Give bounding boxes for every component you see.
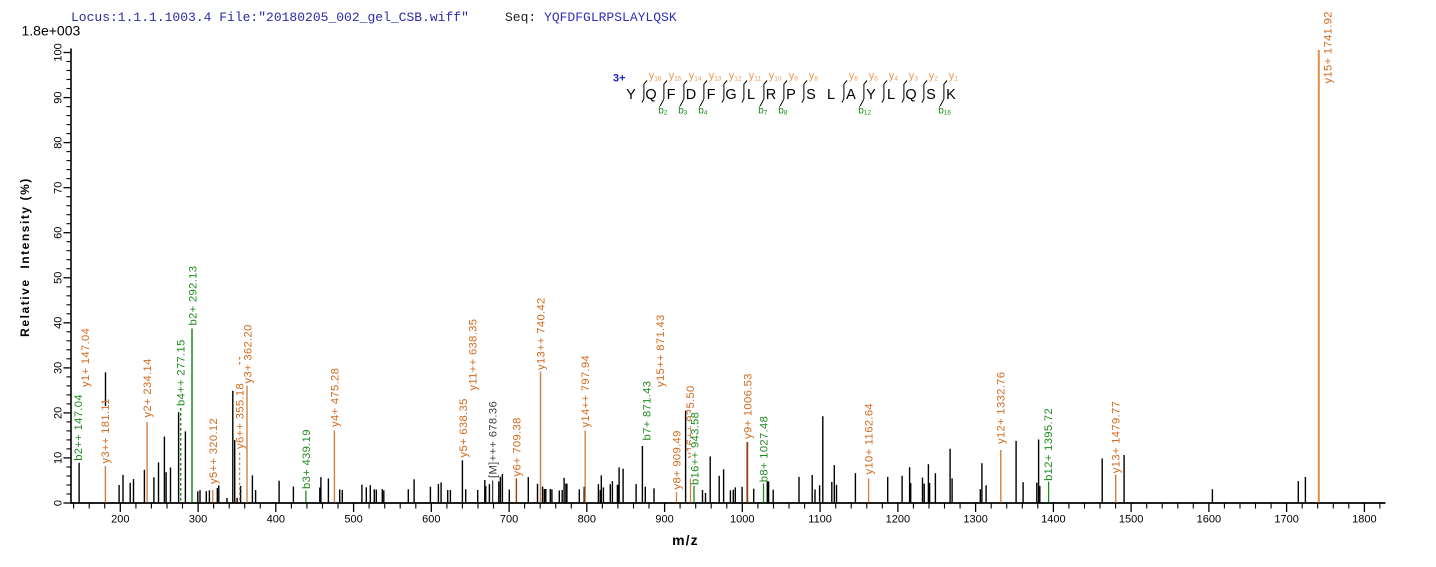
svg-text:D: D [686, 87, 696, 103]
svg-text:y4: y4 [889, 70, 899, 83]
svg-text:P: P [786, 87, 796, 103]
svg-text:1000: 1000 [730, 514, 754, 526]
svg-text:y12+ 1332.76: y12+ 1332.76 [995, 372, 1007, 444]
svg-text:200: 200 [111, 514, 129, 526]
svg-text:L: L [747, 87, 755, 103]
svg-text:y5++ 320.12: y5++ 320.12 [208, 418, 220, 484]
svg-text:300: 300 [189, 514, 207, 526]
svg-text:y8: y8 [809, 70, 819, 83]
svg-text:y9: y9 [789, 70, 799, 83]
svg-text:R: R [766, 87, 776, 103]
svg-text:y3: y3 [909, 70, 919, 83]
svg-text:y2+ 234.14: y2+ 234.14 [142, 358, 154, 417]
svg-text:500: 500 [344, 514, 362, 526]
svg-text:900: 900 [655, 514, 673, 526]
svg-text:1500: 1500 [1119, 514, 1143, 526]
svg-text:S: S [806, 87, 816, 103]
svg-text:y3++ 181.11: y3++ 181.11 [100, 398, 112, 463]
svg-text:y8+ 909.49: y8+ 909.49 [672, 430, 684, 489]
svg-text:y15++ 871.43: y15++ 871.43 [655, 314, 667, 387]
svg-text:1600: 1600 [1197, 514, 1221, 526]
svg-text:y1+ 147.04: y1+ 147.04 [80, 328, 92, 387]
svg-text:b8+ 1027.48: b8+ 1027.48 [759, 416, 771, 482]
svg-text:F: F [667, 87, 676, 103]
svg-text:y15+ 1741.92: y15+ 1741.92 [1322, 11, 1334, 83]
svg-text:b4++ 277.15: b4++ 277.15 [176, 339, 188, 406]
svg-text:b4: b4 [698, 106, 708, 117]
svg-text:[M]+++ 678.36: [M]+++ 678.36 [488, 401, 500, 478]
svg-text:m/z: m/z [672, 532, 699, 548]
svg-text:b2: b2 [658, 106, 668, 117]
svg-text:y3+ 362.20: y3+ 362.20 [243, 324, 255, 383]
svg-text:y6: y6 [849, 70, 859, 83]
svg-text:90: 90 [53, 91, 65, 103]
svg-text:1100: 1100 [808, 514, 832, 526]
svg-text:3+: 3+ [613, 73, 626, 85]
svg-text:800: 800 [578, 514, 596, 526]
svg-text:80: 80 [53, 136, 65, 148]
svg-text:700: 700 [500, 514, 518, 526]
svg-text:1300: 1300 [963, 514, 987, 526]
svg-text:70: 70 [53, 182, 65, 194]
svg-text:1400: 1400 [1041, 514, 1065, 526]
svg-text:b2++ 147.04: b2++ 147.04 [73, 394, 85, 461]
svg-text:b7: b7 [758, 106, 768, 117]
svg-text:S: S [926, 87, 936, 103]
svg-text:y5: y5 [869, 70, 879, 83]
svg-text:1800: 1800 [1352, 514, 1376, 526]
svg-text:10: 10 [53, 452, 65, 464]
svg-text:Relative Intensity (%): Relative Intensity (%) [18, 177, 32, 337]
svg-text:60: 60 [53, 227, 65, 239]
svg-text:100: 100 [53, 43, 65, 61]
svg-text:40: 40 [53, 317, 65, 329]
svg-text:Seq: YQFDFGLRPSLAYLQSK: Seq: YQFDFGLRPSLAYLQSK [505, 10, 677, 25]
svg-text:y13++ 740.42: y13++ 740.42 [536, 297, 548, 370]
svg-text:K: K [946, 87, 956, 103]
svg-text:b3: b3 [678, 106, 688, 117]
svg-text:A: A [846, 87, 856, 103]
svg-text:20: 20 [53, 407, 65, 419]
svg-text:30: 30 [53, 362, 65, 374]
svg-text:1700: 1700 [1274, 514, 1298, 526]
svg-text:G: G [725, 87, 736, 103]
svg-text:y13+ 1479.77: y13+ 1479.77 [1111, 401, 1123, 473]
svg-text:y5+ 638.35: y5+ 638.35 [458, 398, 470, 457]
svg-text:b12+ 1395.72: b12+ 1395.72 [1043, 408, 1055, 481]
svg-text:b2+ 292.13: b2+ 292.13 [188, 266, 200, 326]
svg-text:b8: b8 [778, 106, 788, 117]
svg-text:Locus:1.1.1.1003.4 File:"20180: Locus:1.1.1.1003.4 File:"20180205_002_ge… [71, 10, 469, 25]
svg-text:y6+ 709.38: y6+ 709.38 [512, 417, 524, 476]
svg-text:y10+ 1162.64: y10+ 1162.64 [864, 403, 876, 475]
svg-text:Y: Y [626, 87, 636, 103]
svg-text:y4+ 475.28: y4+ 475.28 [329, 368, 341, 427]
svg-text:b16: b16 [938, 106, 951, 117]
svg-text:Q: Q [905, 87, 916, 103]
svg-text:y6++ 355.18: y6++ 355.18 [235, 383, 247, 449]
svg-text:F: F [707, 87, 716, 103]
svg-text:1200: 1200 [886, 514, 910, 526]
svg-text:y2: y2 [929, 70, 939, 83]
svg-text:50: 50 [53, 272, 65, 284]
svg-text:b16++ 943.58: b16++ 943.58 [689, 412, 701, 485]
svg-text:1.8e+003: 1.8e+003 [22, 23, 81, 39]
svg-text:b3+ 439.19: b3+ 439.19 [301, 429, 313, 489]
svg-text:y14++ 797.94: y14++ 797.94 [580, 355, 592, 428]
svg-text:b7+ 871.43: b7+ 871.43 [642, 381, 654, 441]
svg-text:600: 600 [422, 514, 440, 526]
svg-text:L: L [827, 87, 835, 103]
svg-text:y9+ 1006.53: y9+ 1006.53 [743, 373, 755, 439]
svg-text:0: 0 [53, 500, 65, 506]
svg-text:L: L [887, 87, 895, 103]
svg-text:400: 400 [267, 514, 285, 526]
svg-text:y1: y1 [949, 70, 959, 83]
svg-text:b12: b12 [858, 106, 871, 117]
svg-text:y11++ 638.35: y11++ 638.35 [468, 319, 480, 391]
svg-text:Y: Y [866, 87, 876, 103]
svg-text:Q: Q [645, 87, 656, 103]
